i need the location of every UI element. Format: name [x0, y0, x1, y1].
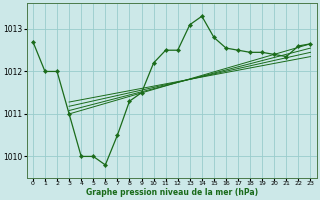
X-axis label: Graphe pression niveau de la mer (hPa): Graphe pression niveau de la mer (hPa) — [86, 188, 258, 197]
